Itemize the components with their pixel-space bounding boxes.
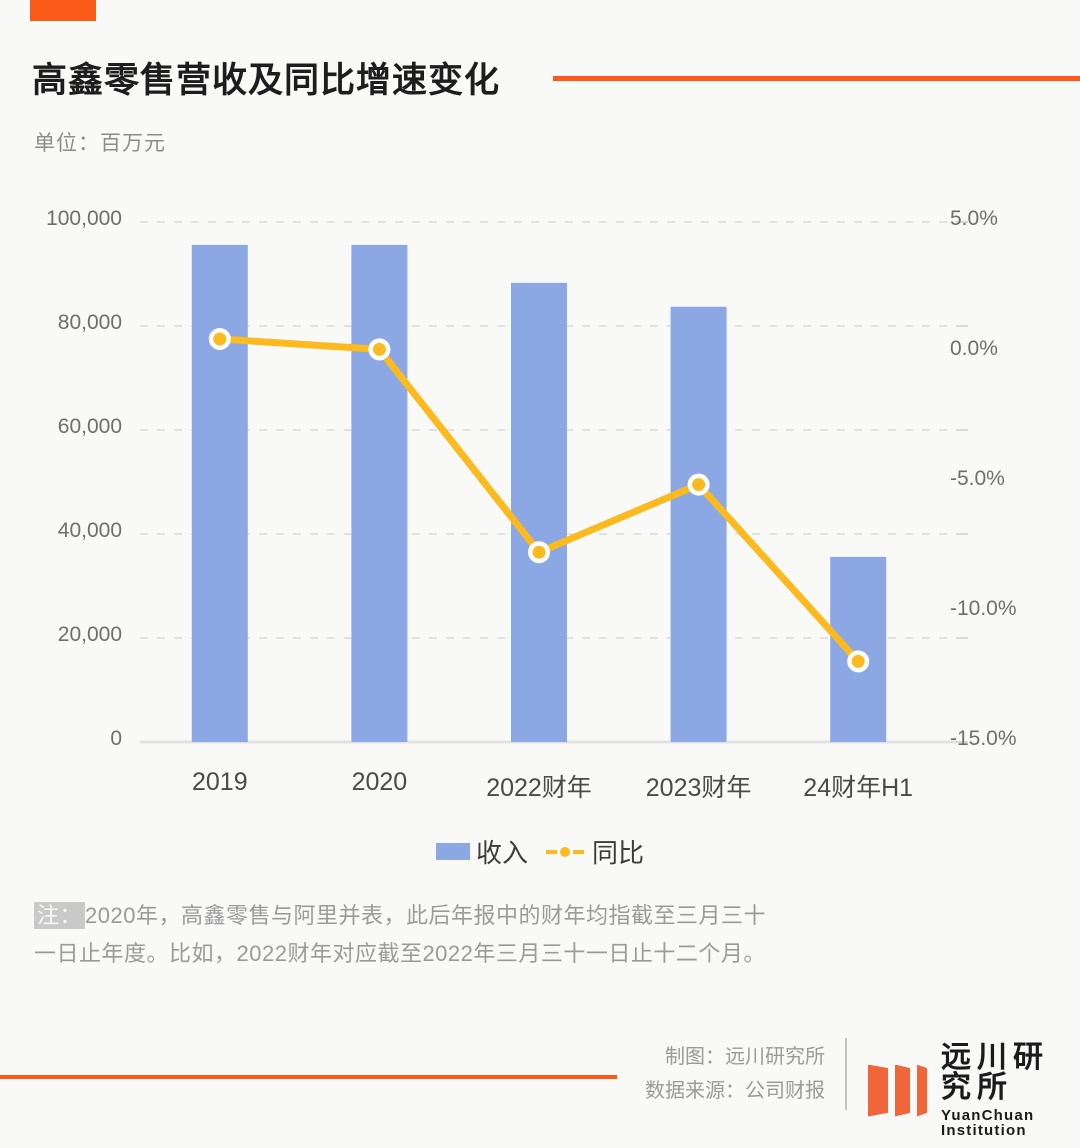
chart-bar <box>830 556 887 742</box>
y-axis-right-tick: 5.0% <box>950 207 998 230</box>
footnote-text: 2020年，高鑫零售与阿里并表，此后年报中的财年均指截至三月三十一日止年度。比如… <box>34 903 766 966</box>
chart-line-marker <box>372 342 386 356</box>
legend-label-yoy: 同比 <box>592 838 645 868</box>
y-axis-left-tick: 60,000 <box>57 415 122 438</box>
y-axis-left-tick: 0 <box>110 727 122 750</box>
chart-legend: 收入 同比 <box>0 833 1080 870</box>
chart-bar <box>351 244 408 742</box>
legend-line-marker-icon <box>546 845 586 859</box>
footnote-tag: 注： <box>34 902 86 929</box>
chart-unit-subtitle: 单位：百万元 <box>34 132 166 155</box>
y-axis-left-tick: 40,000 <box>57 519 122 542</box>
chart-bar <box>670 306 727 742</box>
logo-mark-icon <box>868 1064 927 1117</box>
y-axis-right-tick: -5.0% <box>950 467 1005 490</box>
y-axis-left-tick: 80,000 <box>57 311 122 334</box>
chart-bar <box>511 282 567 742</box>
chart-line-marker <box>532 545 546 559</box>
x-axis-tick-label: 2023财年 <box>645 774 752 802</box>
footer-divider <box>845 1038 847 1110</box>
footer-rule <box>0 1075 617 1079</box>
chart-line-marker <box>851 654 865 668</box>
legend-item-revenue[interactable]: 收入 <box>435 833 528 870</box>
y-axis-right-tick: -10.0% <box>950 597 1017 620</box>
x-axis-tick-label: 2022财年 <box>486 774 592 802</box>
chart-line-marker <box>692 478 706 492</box>
footer-credit-line: 制图：远川研究所 <box>665 1046 825 1068</box>
y-axis-left-tick: 100,000 <box>46 207 122 230</box>
chart-footnote: 注： 2020年，高鑫零售与阿里并表，此后年报中的财年均指截至三月三十一日止年度。… <box>34 897 774 973</box>
legend-label-revenue: 收入 <box>475 838 528 868</box>
legend-item-yoy[interactable]: 同比 <box>546 833 644 870</box>
title-underline-rule <box>553 76 1080 81</box>
legend-bar-swatch-icon <box>435 843 470 860</box>
chart-line-marker <box>213 332 227 346</box>
x-axis-tick-label: 2020 <box>351 768 408 796</box>
brand-accent-block <box>30 0 96 21</box>
y-axis-right-tick: 0.0% <box>950 337 998 360</box>
logo-text-en: YuanChuan Institution <box>941 1107 1035 1139</box>
footer-source-line: 数据来源：公司财报 <box>645 1080 825 1102</box>
x-axis-tick-label: 24财年H1 <box>803 774 914 802</box>
y-axis-right-tick: -15.0% <box>950 727 1017 750</box>
y-axis-left-tick: 20,000 <box>57 623 122 646</box>
chart-bar <box>191 244 248 742</box>
footer-credits: 制图：远川研究所 数据来源：公司财报 <box>630 1040 825 1108</box>
logo-text-cn: 远川研究所 <box>941 1041 1049 1104</box>
brand-logo: 远川研究所 YuanChuan Institution <box>868 1043 1080 1138</box>
x-axis-tick-label: 2019 <box>191 768 248 796</box>
page-title: 高鑫零售营收及同比增速变化 <box>32 61 501 100</box>
